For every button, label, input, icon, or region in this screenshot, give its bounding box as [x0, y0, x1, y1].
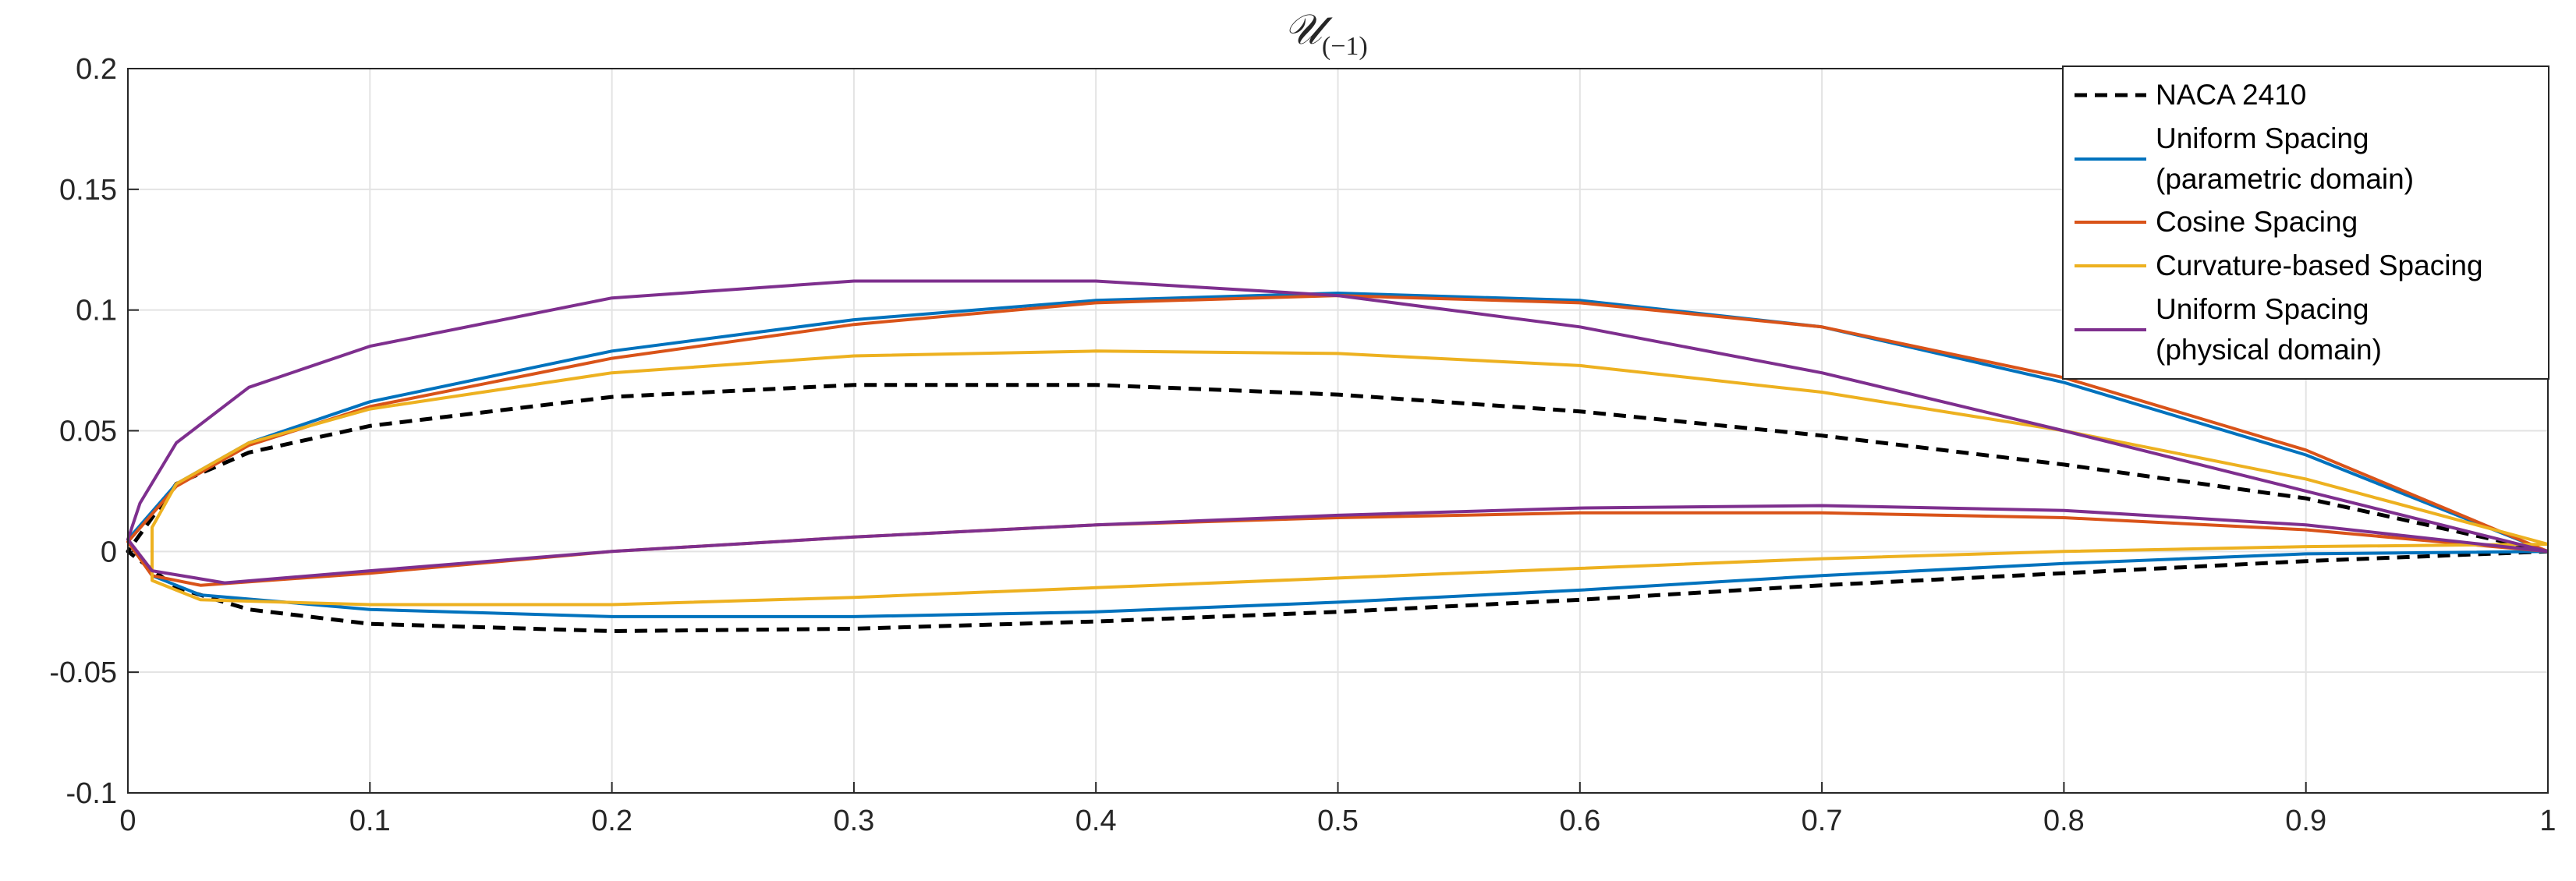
series-line: [126, 279, 2549, 585]
legend-label: Uniform Spacing (physical domain): [2156, 293, 2382, 366]
plot-frame: [127, 68, 2549, 794]
x-tick-label: 0.8: [2043, 805, 2085, 837]
title-subscript: (−1): [1322, 32, 1368, 61]
y-tick-label: -0.1: [66, 777, 117, 810]
x-tick-label: 0.7: [1802, 805, 1843, 837]
y-tick-label: 0.1: [76, 295, 117, 327]
legend: NACA 2410 Uniform Spacing (parametric dom…: [2062, 65, 2549, 380]
x-tick-label: 0.1: [349, 805, 391, 837]
legend-label: Curvature-based Spacing: [2156, 249, 2483, 282]
legend-label: Uniform Spacing (parametric domain): [2156, 122, 2415, 195]
legend-entry: Cosine Spacing: [2071, 202, 2540, 242]
y-tick-label: 0.15: [59, 174, 117, 207]
x-tick-label: 0.4: [1075, 805, 1117, 837]
chart-title: 𝒰(−1): [1284, 5, 1367, 61]
legend-swatch: [2075, 93, 2146, 97]
y-tick-label: 0: [101, 536, 117, 568]
x-tick-label: 0: [119, 805, 136, 837]
legend-entry: Uniform Spacing (parametric domain): [2071, 119, 2540, 200]
legend-label: Cosine Spacing: [2156, 206, 2358, 239]
legend-swatch: [2075, 157, 2146, 161]
legend-entry: NACA 2410: [2071, 75, 2540, 115]
legend-swatch: [2075, 264, 2146, 268]
x-tick-label: 0.9: [2285, 805, 2326, 837]
legend-entry: Curvature-based Spacing: [2071, 246, 2540, 286]
x-tick-label: 0.6: [1559, 805, 1600, 837]
x-tick-label: 1: [2539, 805, 2556, 837]
legend-entry: Uniform Spacing (physical domain): [2071, 289, 2540, 370]
y-tick-label: -0.05: [49, 656, 117, 689]
series-line: [151, 349, 2549, 607]
y-tick-label: 0.05: [59, 416, 117, 448]
x-tick-label: 0.5: [1317, 805, 1359, 837]
y-tick-label: 0.2: [76, 53, 117, 86]
x-tick-label: 0.3: [833, 805, 874, 837]
legend-label: NACA 2410: [2156, 78, 2307, 111]
legend-swatch: [2075, 328, 2146, 332]
legend-swatch: [2075, 221, 2146, 225]
x-tick-label: 0.2: [591, 805, 632, 837]
